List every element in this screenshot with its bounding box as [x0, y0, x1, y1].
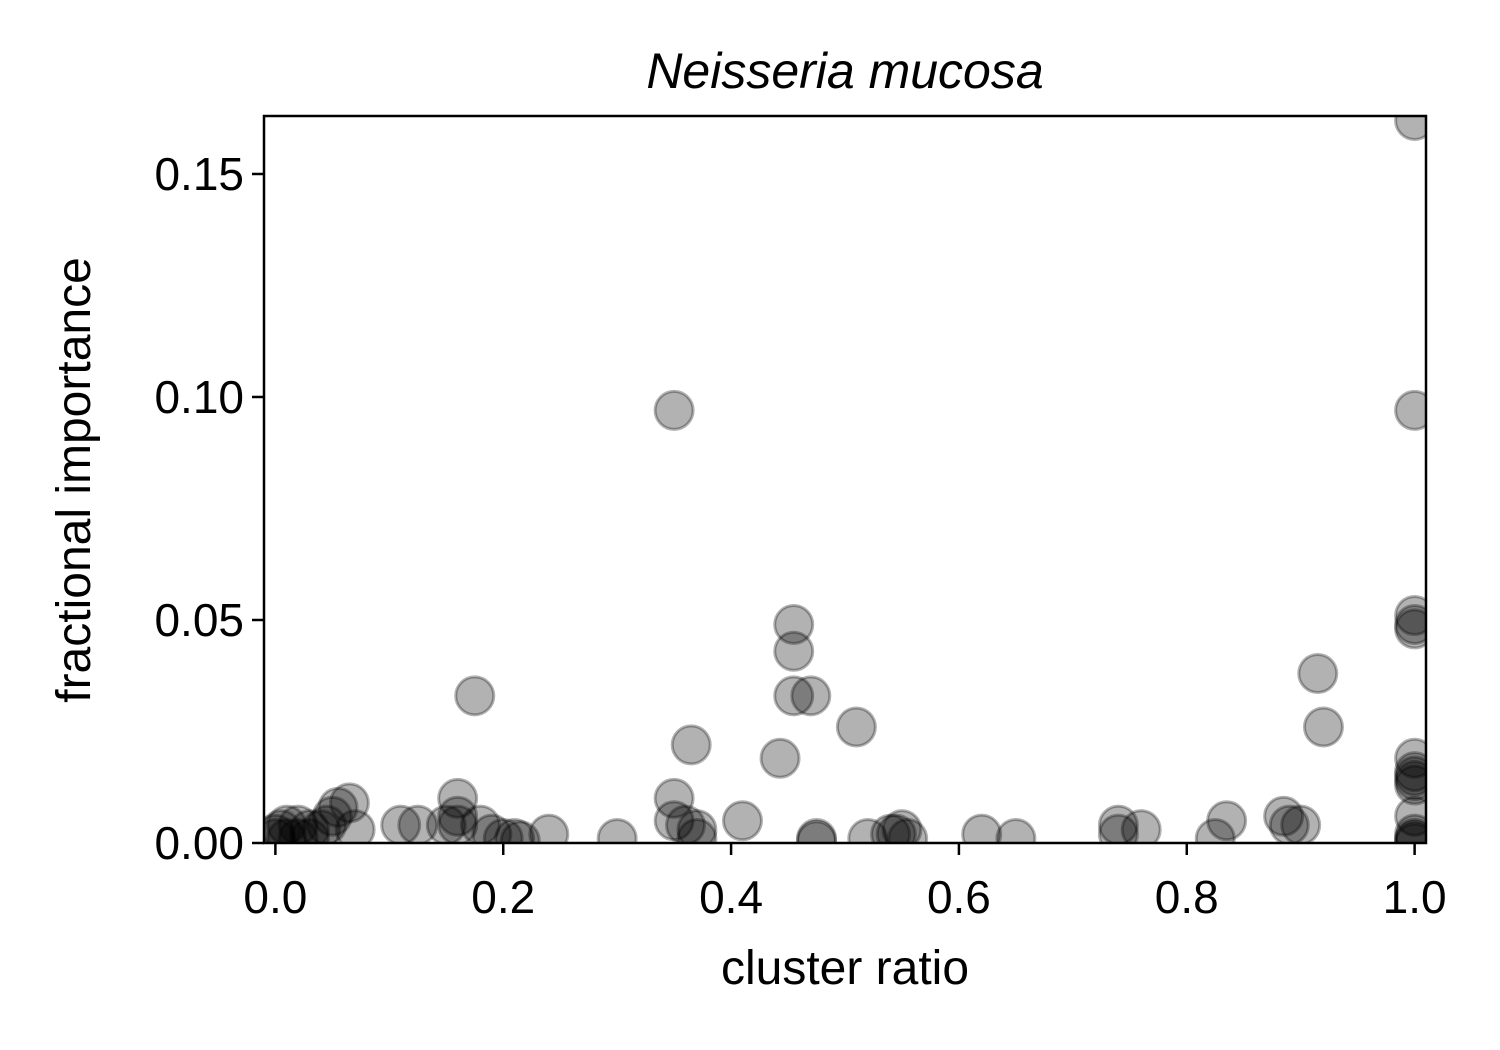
x-tick-label: 0.4: [699, 871, 763, 923]
data-point: [1394, 389, 1426, 431]
data-point: [1394, 751, 1426, 793]
data-point: [653, 800, 695, 842]
data-point: [881, 809, 923, 843]
data-point: [1394, 818, 1426, 843]
data-point: [1394, 116, 1426, 141]
data-point: [425, 804, 467, 843]
data-point: [1206, 800, 1248, 842]
data-point: [454, 675, 496, 717]
data-point: [471, 813, 513, 843]
data-point: [875, 813, 917, 843]
data-point: [1394, 820, 1426, 843]
data-point: [759, 737, 801, 779]
data-point: [437, 804, 479, 843]
data-point: [773, 603, 815, 645]
data-point: [1394, 608, 1426, 650]
data-point: [1297, 653, 1339, 695]
data-point: [266, 804, 308, 843]
data-point: [1394, 755, 1426, 797]
data-point: [1120, 809, 1162, 843]
data-point: [670, 724, 712, 766]
chart-title: Neisseria mucosa: [646, 43, 1043, 99]
data-point: [289, 818, 331, 843]
data-point: [1394, 595, 1426, 637]
points-layer: [264, 116, 1426, 843]
data-point: [528, 813, 570, 843]
data-point: [995, 818, 1037, 843]
data-point: [665, 804, 707, 843]
data-point: [334, 809, 376, 843]
data-point: [1097, 813, 1139, 843]
data-point: [1280, 804, 1322, 843]
x-tick-label: 0.6: [927, 871, 991, 923]
data-point: [835, 706, 877, 748]
data-point: [870, 813, 912, 843]
data-point: [300, 809, 342, 843]
data-point: [1394, 822, 1426, 843]
data-point: [264, 809, 302, 843]
data-point: [676, 809, 718, 843]
data-point: [1394, 603, 1426, 645]
y-axis-ticks: 0.00 0.05 0.10 0.15: [154, 148, 264, 869]
data-point: [328, 782, 370, 824]
data-point: [773, 675, 815, 717]
data-point: [277, 818, 319, 843]
data-point: [1394, 813, 1426, 843]
data-point: [1097, 804, 1139, 843]
data-point: [482, 818, 524, 843]
x-tick-label: 0.0: [243, 871, 307, 923]
data-point: [306, 804, 348, 843]
data-point: [380, 804, 422, 843]
y-tick-label: 0.10: [154, 371, 244, 423]
x-axis-label: cluster ratio: [721, 942, 969, 995]
data-point: [1394, 760, 1426, 802]
data-point: [796, 818, 838, 843]
data-point: [437, 777, 479, 819]
data-point: [1302, 706, 1344, 748]
data-point: [264, 813, 296, 843]
x-tick-label: 0.2: [471, 871, 535, 923]
data-point: [494, 818, 536, 843]
data-point: [317, 786, 359, 828]
x-axis-ticks: 0.0 0.2 0.4 0.6 0.8 1.0: [243, 843, 1447, 923]
data-point: [887, 818, 929, 843]
data-point: [796, 820, 838, 843]
data-point: [277, 804, 319, 843]
data-point: [289, 809, 331, 843]
data-point: [653, 777, 695, 819]
data-point: [266, 818, 308, 843]
y-tick-label: 0.15: [154, 148, 244, 200]
y-tick-label: 0.00: [154, 817, 244, 869]
data-point: [596, 818, 638, 843]
data-point: [961, 813, 1003, 843]
plot-frame: [262, 114, 1428, 845]
x-tick-label: 1.0: [1383, 871, 1447, 923]
y-tick-label: 0.05: [154, 594, 244, 646]
data-point: [311, 795, 353, 837]
data-point: [676, 818, 718, 843]
data-point: [721, 800, 763, 842]
y-axis-label: fractional importance: [48, 257, 101, 703]
data-point: [1268, 804, 1310, 843]
data-point: [847, 818, 889, 843]
data-point: [790, 675, 832, 717]
data-point: [499, 820, 541, 843]
data-point: [653, 389, 695, 431]
data-point: [1394, 795, 1426, 837]
data-point: [397, 804, 439, 843]
data-point: [1194, 818, 1236, 843]
data-point: [773, 630, 815, 672]
data-point: [1394, 764, 1426, 806]
data-point: [1394, 737, 1426, 779]
data-point: [1263, 795, 1305, 837]
data-point: [437, 795, 479, 837]
data-point: [264, 818, 296, 843]
x-tick-label: 0.8: [1155, 871, 1219, 923]
data-point: [459, 804, 501, 843]
